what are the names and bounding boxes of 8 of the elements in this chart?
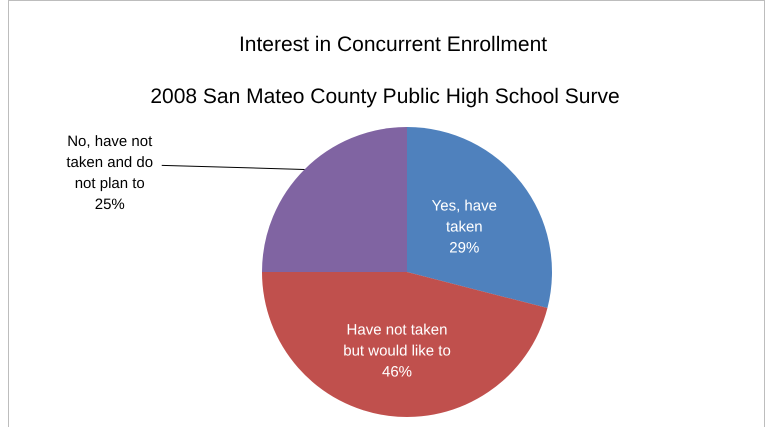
data-label: 25%	[94, 196, 125, 214]
chart-subtitle: 2008 San Mateo County Public High School Surve	[150, 84, 620, 108]
slice-label: Yes, have taken	[432, 198, 497, 236]
data-label: 46%	[382, 363, 412, 380]
data-label: 29%	[449, 240, 480, 257]
slice-label: No, have not taken and do not plan to	[66, 133, 154, 192]
slice-label: Have not taken but would like to	[343, 321, 451, 360]
chart-title: Interest in Concurrent Enrollment	[238, 32, 548, 56]
